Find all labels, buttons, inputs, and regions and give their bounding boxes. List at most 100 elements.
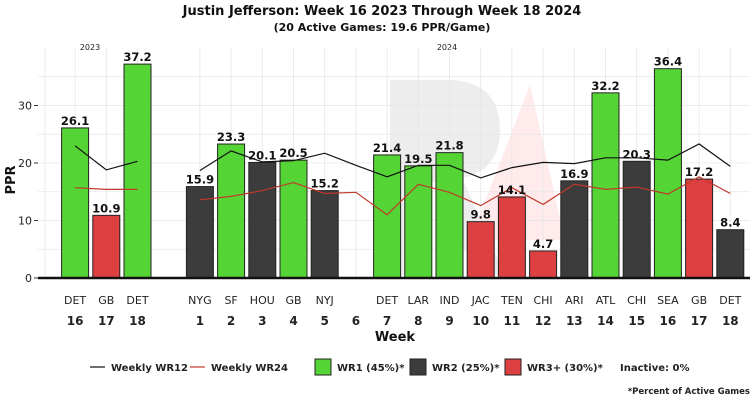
- value-label-2023-week-18: 37.2: [123, 50, 151, 64]
- value-label-2023-week-17: 10.9: [92, 201, 120, 215]
- week-label-2024-week-14: 14: [597, 314, 614, 328]
- y-tick-label-10: 10: [18, 215, 32, 228]
- value-label-2024-week-2: 23.3: [217, 130, 245, 144]
- bar-2024-week-15: [622, 160, 651, 279]
- week-label-2024-week-7: 7: [383, 314, 391, 328]
- week-label-2024-week-15: 15: [628, 314, 645, 328]
- value-label-2023-week-16: 26.1: [61, 114, 89, 128]
- value-label-2024-week-11: 14.1: [498, 183, 526, 197]
- line-wr12-2023: [74, 145, 138, 171]
- bar-2023-week-16: [61, 127, 90, 279]
- opponent-label-2024-week-8: LAR: [408, 294, 430, 307]
- legend-swatch-WR2: [409, 358, 427, 376]
- bar-2023-week-17: [92, 214, 121, 279]
- y-tick-label-30: 30: [18, 100, 32, 113]
- bar-2024-week-1: [185, 186, 214, 279]
- series-lines: [74, 143, 731, 216]
- week-label-2024-week-4: 4: [289, 314, 297, 328]
- value-label-2024-week-7: 21.4: [373, 141, 401, 155]
- opponent-label-2024-week-15: CHI: [627, 294, 646, 307]
- y-tick-label-20: 20: [18, 157, 32, 170]
- bar-2024-week-3: [248, 161, 277, 279]
- footnote: *Percent of Active Games: [628, 387, 750, 397]
- season-label-2023: 2023: [80, 43, 100, 52]
- bar-2024-week-7: [373, 154, 402, 279]
- value-label-2024-week-13: 16.9: [560, 167, 588, 181]
- legend-swatch-WR3+: [504, 358, 522, 376]
- chart-title: Justin Jefferson: Week 16 2023 Through W…: [182, 4, 582, 19]
- bar-2024-week-4: [279, 159, 308, 279]
- bar-2024-week-8: [404, 165, 433, 279]
- week-label-2024-week-12: 12: [535, 314, 552, 328]
- legend: Weekly WR12 Weekly WR24 WR1 (45%)* WR2 (25%…: [90, 358, 689, 376]
- legend-label-wr24: Weekly WR24: [211, 363, 288, 374]
- value-label-2024-week-14: 32.2: [591, 79, 619, 93]
- line-wr12-2024: [199, 143, 731, 179]
- x-axis-labels: DET 16 GB 17 DET 18 NYG 1 SF 2 HOU 3 GB 4 NYJ 5 6 DET 7 LAR…: [64, 294, 742, 328]
- value-label-2024-week-8: 19.5: [404, 152, 432, 166]
- bar-2024-week-14: [591, 92, 620, 279]
- bar-2023-week-18: [123, 63, 152, 279]
- opponent-label-2024-week-4: GB: [285, 294, 301, 307]
- opponent-label-2024-week-2: SF: [224, 294, 237, 307]
- week-label-2024-week-1: 1: [196, 314, 204, 328]
- week-label-2024-week-16: 16: [660, 314, 677, 328]
- bar-2024-week-5: [310, 190, 339, 279]
- value-label-2024-week-9: 21.8: [435, 139, 463, 153]
- value-label-2024-week-4: 20.5: [279, 146, 307, 160]
- bar-2024-week-13: [560, 180, 589, 279]
- value-label-2024-week-17: 17.2: [685, 165, 713, 179]
- bar-2024-week-2: [217, 143, 246, 279]
- week-label-2024-week-10: 10: [472, 314, 489, 328]
- y-axis: 0 10 20 30: [18, 100, 38, 285]
- opponent-label-2024-week-9: IND: [440, 294, 460, 307]
- week-label-2024-week-11: 11: [504, 314, 521, 328]
- value-label-2024-week-12: 4.7: [533, 237, 553, 251]
- opponent-label-2024-week-17: GB: [691, 294, 707, 307]
- y-axis-label: PPR: [4, 165, 19, 194]
- value-label-2024-week-15: 20.3: [623, 147, 651, 161]
- week-label-2024-week-3: 3: [258, 314, 266, 328]
- week-label-2023-week-17: 17: [98, 314, 115, 328]
- opponent-label-2024-week-10: JAC: [471, 294, 490, 307]
- opponent-label-2024-week-14: ATL: [596, 294, 616, 307]
- line-wr24-2024: [199, 176, 731, 216]
- opponent-label-2024-week-7: DET: [376, 294, 398, 307]
- value-label-2024-week-18: 8.4: [720, 216, 740, 230]
- opponent-label-2024-week-11: TEN: [500, 294, 523, 307]
- legend-label-wr12: Weekly WR12: [111, 363, 188, 374]
- y-tick-label-0: 0: [25, 272, 32, 285]
- bar-2024-week-12: [529, 250, 558, 279]
- legend-label-WR1: WR1 (45%)*: [337, 363, 405, 374]
- opponent-label-2024-week-1: NYG: [188, 294, 211, 307]
- bars: [61, 63, 745, 279]
- week-label-2024-week-5: 5: [321, 314, 329, 328]
- week-label-2024-week-9: 9: [445, 314, 453, 328]
- week-label-2024-week-8: 8: [414, 314, 422, 328]
- legend-label-WR3+: WR3+ (30%)*: [527, 363, 604, 374]
- week-label-2024-week-6: 6: [352, 314, 360, 328]
- value-label-2024-week-1: 15.9: [186, 173, 214, 187]
- chart-subtitle: (20 Active Games: 19.6 PPR/Game): [274, 21, 491, 34]
- opponent-label-2023-week-17: GB: [98, 294, 114, 307]
- week-label-2024-week-2: 2: [227, 314, 235, 328]
- opponent-label-2023-week-16: DET: [64, 294, 86, 307]
- week-label-2024-week-17: 17: [691, 314, 708, 328]
- value-labels: 26.1 10.9 37.2 15.9 23.320.1 20.5 15.2 21.419.5…: [61, 50, 741, 251]
- opponent-label-2024-week-3: HOU: [250, 294, 275, 307]
- line-wr24-2023: [75, 187, 138, 190]
- week-label-2023-week-16: 16: [67, 314, 84, 328]
- legend-label-inactive: Inactive: 0%: [620, 363, 689, 374]
- value-label-2024-week-3: 20.1: [248, 148, 276, 162]
- bar-2024-week-9: [435, 152, 464, 279]
- value-label-2024-week-16: 36.4: [654, 55, 682, 69]
- opponent-label-2024-week-12: CHI: [533, 294, 552, 307]
- opponent-label-2024-week-18: DET: [719, 294, 741, 307]
- bar-2024-week-11: [497, 196, 526, 279]
- bar-2024-week-10: [466, 221, 495, 279]
- week-label-2023-week-18: 18: [129, 314, 146, 328]
- bar-2024-week-18: [716, 229, 745, 279]
- bar-2024-week-17: [685, 178, 714, 279]
- x-axis-label: Week: [375, 330, 416, 345]
